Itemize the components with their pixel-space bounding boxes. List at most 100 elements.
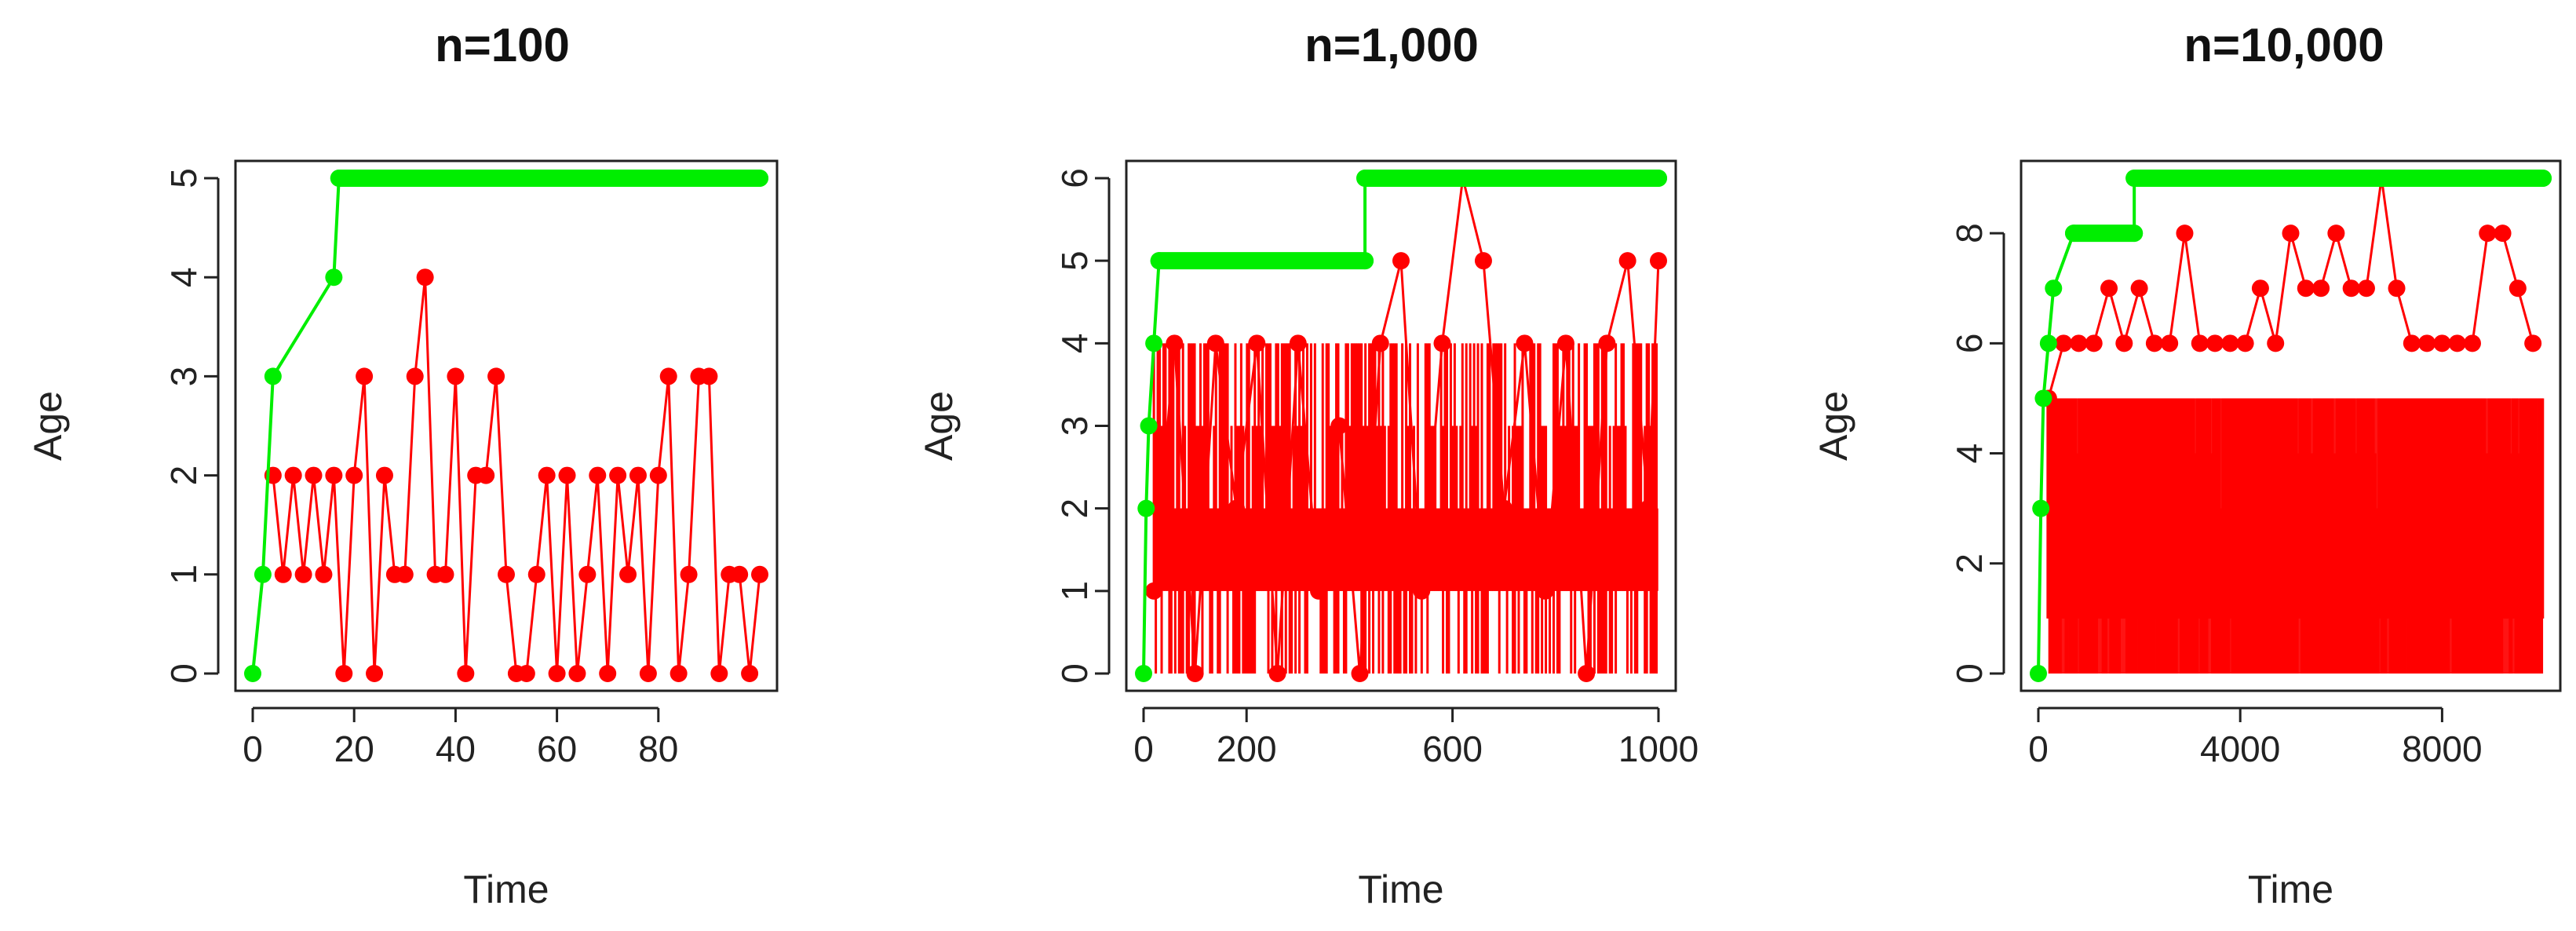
red-point: [2448, 334, 2466, 352]
red-point: [649, 466, 667, 484]
red-point: [498, 565, 515, 583]
red-point: [1166, 334, 1184, 352]
green-point: [2039, 334, 2057, 352]
red-point: [1618, 252, 1636, 270]
panel-n1000: n=1,000 0 200 600 1000 Time 0 1 2 3 4 5 6 Age: [917, 19, 1698, 911]
x-tick-label: 40: [436, 728, 476, 769]
green-point: [244, 665, 261, 682]
red-point: [457, 665, 475, 682]
x-tick-label: 0: [1133, 728, 1154, 769]
red-point: [1289, 334, 1307, 352]
x-tick-label: 60: [537, 728, 577, 769]
red-point: [710, 665, 728, 682]
red-point: [568, 665, 586, 682]
y-tick-label: 2: [163, 466, 204, 486]
x-tick-label: 200: [1217, 728, 1277, 769]
green-point: [2032, 499, 2050, 517]
red-point: [1268, 665, 1286, 682]
red-point: [639, 665, 657, 682]
red-point: [2357, 279, 2375, 298]
red-point: [1248, 334, 1266, 352]
x-tick-label: 0: [243, 728, 263, 769]
red-point: [315, 565, 333, 583]
green-point: [1135, 665, 1152, 682]
x-tick-label: 600: [1422, 728, 1483, 769]
red-point: [731, 565, 749, 583]
green-point: [2125, 225, 2144, 243]
green-point: [751, 170, 768, 187]
red-point: [1186, 665, 1204, 682]
red-point: [2251, 279, 2269, 298]
red-point: [375, 466, 393, 484]
red-point: [436, 565, 454, 583]
red-point: [538, 466, 556, 484]
red-point: [447, 367, 465, 385]
green-point: [1356, 170, 1374, 187]
y-tick-label: 8: [1949, 223, 1990, 243]
red-point: [589, 466, 607, 484]
red-point: [2297, 279, 2315, 298]
red-point: [1371, 334, 1389, 352]
red-point: [2479, 225, 2497, 243]
red-dense-band: [2046, 398, 2545, 674]
red-point: [2463, 334, 2481, 352]
red-point: [325, 466, 343, 484]
plot-area: [1135, 170, 1667, 682]
plot-frame: [234, 159, 779, 692]
y-axis: 0 1 2 3 4 5 6: [1054, 168, 1111, 684]
red-point: [558, 466, 576, 484]
green-point: [254, 565, 272, 583]
red-point: [700, 367, 718, 385]
x-tick-label: 4000: [2200, 728, 2280, 769]
y-tick-label: 4: [1949, 444, 1990, 464]
red-point: [2130, 279, 2148, 298]
y-tick-label: 1: [1054, 581, 1095, 601]
green-point: [2125, 170, 2144, 187]
red-point: [487, 367, 505, 385]
red-point: [1650, 252, 1667, 270]
red-point: [2282, 225, 2300, 243]
red-point: [1639, 499, 1657, 517]
chart-title: n=100: [435, 19, 570, 71]
y-axis: 0 2 4 6 8: [1949, 223, 2005, 684]
red-point: [366, 665, 384, 682]
red-point: [517, 665, 535, 682]
red-point: [1474, 252, 1492, 270]
red-point: [2403, 334, 2421, 352]
x-tick-label: 20: [334, 728, 374, 769]
red-point: [2145, 334, 2163, 352]
red-point: [2085, 334, 2103, 352]
x-tick-label: 0: [2028, 728, 2049, 769]
y-tick-label: 4: [1054, 334, 1095, 354]
red-point: [548, 665, 566, 682]
red-point: [619, 565, 637, 583]
green-point: [1150, 252, 1168, 270]
red-series: [264, 268, 768, 682]
red-point: [741, 665, 759, 682]
y-tick-label: 2: [1949, 553, 1990, 574]
red-point: [305, 466, 323, 484]
red-point: [1228, 499, 1246, 517]
red-series: [1145, 170, 1667, 682]
panel-n10000: n=10,000 0 4000 8000 Time 0 2 4 6 8 Age: [1812, 19, 2562, 911]
red-point: [1556, 334, 1574, 352]
green-point: [330, 170, 348, 187]
y-axis: 0 1 2 3 4 5: [163, 168, 220, 684]
red-point: [1516, 334, 1534, 352]
y-tick-label: 6: [1054, 168, 1095, 188]
green-point: [325, 268, 343, 287]
green-point: [2034, 389, 2052, 407]
red-point: [356, 367, 374, 385]
y-axis-label: Age: [917, 391, 961, 461]
x-axis-label: Time: [1358, 867, 1443, 911]
red-point: [1206, 334, 1224, 352]
red-point: [2433, 334, 2451, 352]
x-tick-label: 80: [638, 728, 678, 769]
y-tick-label: 2: [1054, 498, 1095, 519]
green-point: [2065, 225, 2083, 243]
red-point: [1536, 582, 1554, 600]
panel-n100: n=100 0 20 40 60 80 Time 0 1 2 3 4 5 Age: [26, 19, 779, 911]
red-point: [2055, 334, 2073, 352]
plot-area: [244, 170, 768, 682]
green-point: [1140, 417, 1158, 435]
